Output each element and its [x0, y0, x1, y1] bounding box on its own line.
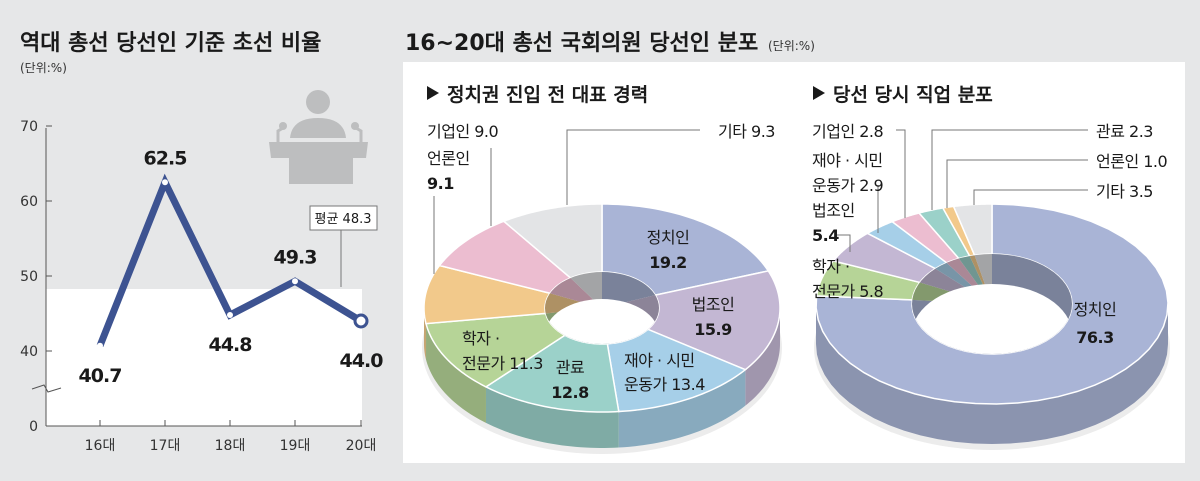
label-politician: 정치인	[1074, 300, 1117, 319]
x-tick-label: 18대	[215, 438, 246, 454]
career-donut	[422, 203, 782, 454]
slice-inner-wall	[602, 272, 659, 308]
line-chart-unit: (단위:%)	[20, 61, 67, 75]
data-label: 40.7	[79, 365, 122, 387]
data-label: 49.3	[274, 246, 317, 268]
occupation-labels: 정치인 76.3 학자 · 전문가 5.8 법조인 5.4 재야 · 시민 운동…	[812, 122, 1168, 347]
y-tick-label: 50	[20, 269, 38, 285]
x-tick-label: 17대	[150, 438, 181, 454]
data-label: 44.0	[340, 350, 384, 372]
occupation-subtitle: 당선 당시 직업 분포	[833, 84, 993, 106]
label-activist: 재야 · 시민	[624, 351, 695, 370]
value-lawyer: 5.4	[812, 226, 839, 245]
career-labels: 정치인 19.2 법조인 15.9 재야 · 시민 운동가 13.4 관료 12…	[427, 122, 775, 402]
data-label: 62.5	[144, 147, 187, 169]
label-lawyer: 법조인	[692, 295, 735, 314]
data-label: 44.8	[209, 334, 253, 356]
y-tick-label: 0	[29, 419, 38, 435]
slice-side	[745, 308, 780, 406]
label-scholar: 학자 ·	[462, 329, 500, 348]
hole-opening	[545, 299, 659, 344]
label-other: 기타 3.5	[1096, 182, 1153, 201]
value-lawyer: 15.9	[694, 320, 732, 339]
occupation-donut	[814, 203, 1170, 450]
value-activist: 운동가 13.4	[624, 375, 705, 394]
value-politician: 76.3	[1076, 328, 1113, 347]
donut-hole	[912, 254, 1072, 354]
data-point	[97, 342, 103, 349]
data-point	[162, 179, 168, 186]
distribution-unit: (단위:%)	[768, 39, 815, 53]
value-politician: 19.2	[649, 253, 686, 272]
average-region	[46, 289, 362, 426]
label-activist: 재야 · 시민	[812, 151, 883, 170]
label-bureaucrat: 관료 2.3	[1096, 122, 1153, 141]
label-business: 기업인 9.0	[427, 122, 499, 141]
triangle-bullet-icon	[427, 86, 439, 100]
data-point	[292, 278, 298, 285]
slice-side	[485, 386, 619, 448]
career-subtitle: 정치권 진입 전 대표 경력	[447, 84, 648, 106]
value-bureaucrat: 12.8	[551, 383, 589, 402]
data-point	[353, 313, 369, 329]
line-chart-title: 역대 총선 당선인 기준 초선 비율	[20, 31, 321, 56]
label-bureaucrat: 관료	[556, 358, 584, 377]
slice-side	[426, 323, 486, 423]
label-lawyer: 법조인	[812, 201, 855, 220]
value-scholar: 전문가 5.8	[812, 282, 884, 301]
triangle-bullet-icon	[813, 86, 825, 100]
average-callout: 평균 48.3	[309, 205, 378, 287]
donut-hole	[545, 272, 659, 344]
x-tick-label: 20대	[346, 438, 377, 454]
y-tick-label: 70	[20, 119, 38, 135]
label-other: 기타 9.3	[718, 122, 775, 141]
leader-lines	[433, 129, 1088, 274]
subtitle-career: 정치권 진입 전 대표 경력	[427, 84, 648, 106]
hole-opening	[912, 284, 1072, 354]
slice-side	[816, 304, 1168, 444]
label-journalist: 언론인 1.0	[1096, 152, 1168, 171]
axis-break-mark	[31, 384, 62, 393]
subtitle-occupation: 당선 당시 직업 분포	[813, 84, 993, 106]
y-tick-label: 40	[20, 344, 38, 360]
data-point	[227, 312, 233, 318]
line-chart-axes: 0 40 50 60 70 16대 17대 18대 19대 20대	[20, 119, 376, 454]
label-journalist: 언론인	[427, 149, 470, 168]
x-tick-label: 16대	[85, 438, 116, 454]
value-activist: 운동가 2.9	[812, 176, 884, 195]
podium-icon	[269, 90, 368, 184]
line-chart: 40.7 62.5 44.8 49.3 44.0	[79, 147, 385, 387]
distribution-title: 16~20대 총선 국회의원 당선인 분포	[405, 31, 758, 56]
y-tick-label: 60	[20, 194, 38, 210]
average-label: 평균 48.3	[315, 212, 372, 227]
label-business: 기업인 2.8	[812, 122, 884, 141]
label-scholar: 학자 ·	[812, 257, 850, 276]
label-politician: 정치인	[647, 228, 690, 247]
x-tick-label: 19대	[280, 438, 311, 454]
value-journalist: 9.1	[427, 174, 454, 193]
value-scholar: 전문가 11.3	[462, 354, 543, 373]
slice-side	[424, 308, 427, 360]
